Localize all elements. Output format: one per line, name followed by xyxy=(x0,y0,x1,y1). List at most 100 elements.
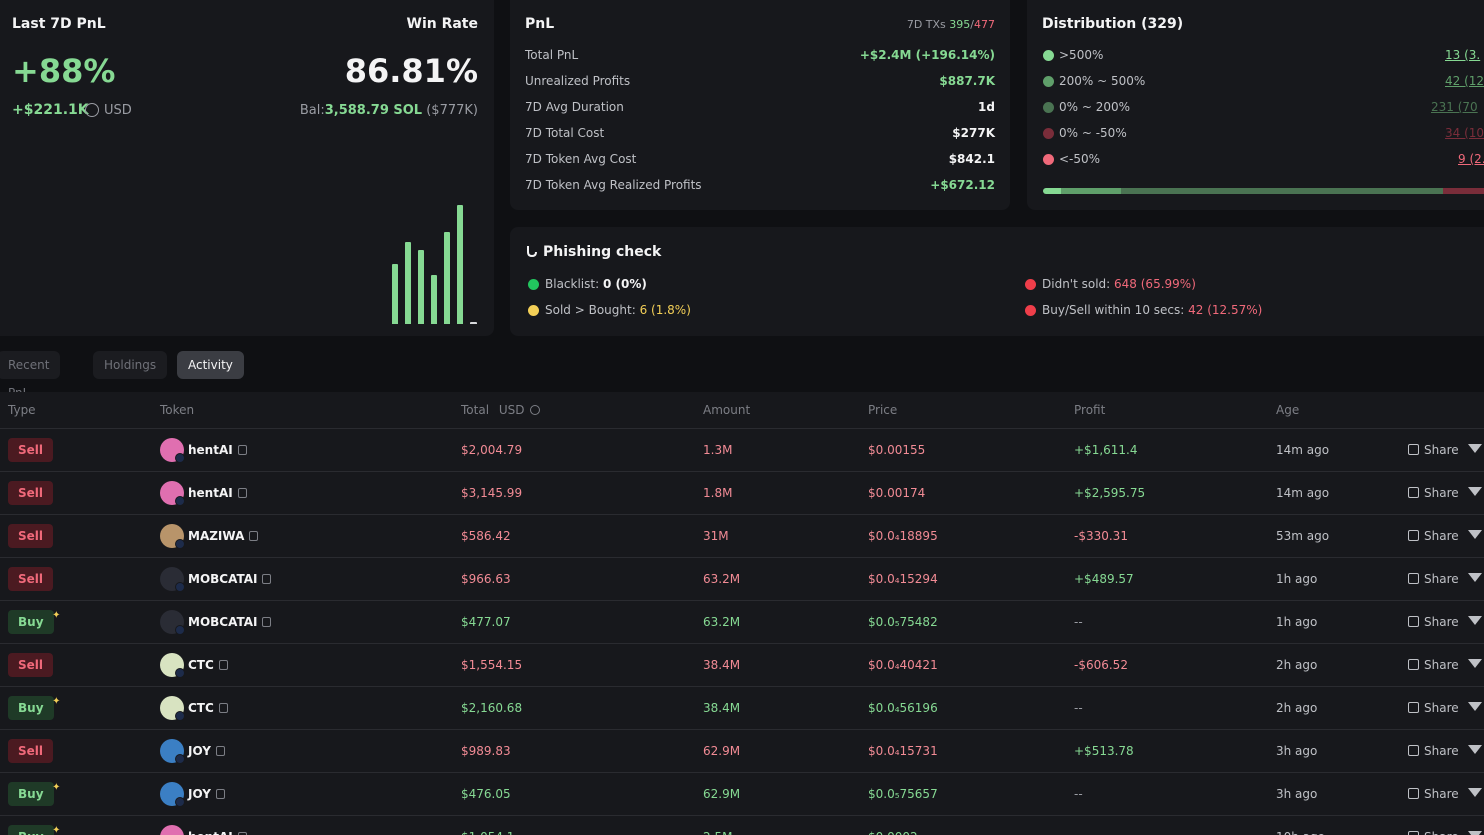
token-name-cell[interactable]: hentAI xyxy=(188,830,247,835)
copy-icon[interactable] xyxy=(218,660,228,670)
token-name[interactable]: MOBCATAI xyxy=(188,572,258,586)
token-avatar[interactable] xyxy=(160,825,184,835)
token-avatar[interactable] xyxy=(160,653,185,678)
table-row[interactable]: Sell CTC $1,554.15 38.4M $0.0₄40421 -$606.52 2… xyxy=(0,644,1484,687)
distribution-count[interactable]: 34 (10. xyxy=(1445,126,1484,140)
token-avatar[interactable] xyxy=(160,739,185,764)
token-name-cell[interactable]: hentAI xyxy=(188,443,247,457)
copy-icon[interactable] xyxy=(215,746,225,756)
token-name-cell[interactable]: JOY xyxy=(188,787,225,801)
table-row[interactable]: Sell JOY $989.83 62.9M $0.0₄15731 +$513.78 3h … xyxy=(0,730,1484,773)
table-row[interactable]: Buy ✦ MOBCATAI $477.07 63.2M $0.0₅75482 -- 1h a… xyxy=(0,601,1484,644)
token-avatar[interactable] xyxy=(160,481,185,506)
tab-activity[interactable]: Activity xyxy=(177,351,244,379)
sell-badge: Sell xyxy=(8,739,54,763)
currency-toggle-icon[interactable] xyxy=(85,103,99,117)
copy-icon[interactable] xyxy=(237,488,247,498)
share-button[interactable]: Share xyxy=(1408,701,1459,715)
token-avatar[interactable] xyxy=(160,696,185,721)
distribution-segment xyxy=(1043,188,1062,194)
filter-icon[interactable] xyxy=(1468,530,1482,539)
share-button[interactable]: Share xyxy=(1408,830,1459,835)
copy-icon[interactable] xyxy=(215,789,225,799)
external-link-icon xyxy=(1408,573,1419,584)
token-avatar[interactable] xyxy=(160,438,185,463)
token-name[interactable]: JOY xyxy=(188,787,211,801)
copy-icon[interactable] xyxy=(262,574,272,584)
copy-icon[interactable] xyxy=(237,445,247,455)
token-avatar[interactable] xyxy=(160,610,185,635)
token-name-cell[interactable]: MAZIWA xyxy=(188,529,259,543)
token-name[interactable]: JOY xyxy=(188,744,211,758)
token-name[interactable]: CTC xyxy=(188,701,214,715)
token-name-cell[interactable]: MOBCATAI xyxy=(188,572,272,586)
col-profit: Profit xyxy=(1074,403,1106,417)
token-name-cell[interactable]: JOY xyxy=(188,744,225,758)
table-row[interactable]: Sell hentAI $2,004.79 1.3M $0.00155 +$1,611.4… xyxy=(0,429,1484,472)
table-row[interactable]: Sell MAZIWA $586.42 31M $0.0₄18895 -$330.31 53… xyxy=(0,515,1484,558)
copy-icon[interactable] xyxy=(249,531,259,541)
filter-icon[interactable] xyxy=(1468,444,1482,453)
filter-icon[interactable] xyxy=(1468,487,1482,496)
token-avatar[interactable] xyxy=(160,782,185,807)
col-price: Price xyxy=(868,403,898,417)
external-link-icon xyxy=(1408,487,1419,498)
token-name[interactable]: CTC xyxy=(188,658,214,672)
share-button[interactable]: Share xyxy=(1408,658,1459,672)
col-total: Total USD xyxy=(461,403,541,417)
distribution-segment xyxy=(1121,188,1444,194)
col-usd-label[interactable]: USD xyxy=(498,403,525,417)
filter-icon[interactable] xyxy=(1468,788,1482,797)
filter-icon[interactable] xyxy=(1468,573,1482,582)
share-button[interactable]: Share xyxy=(1408,744,1459,758)
distribution-label: 0% ~ 200% xyxy=(1059,100,1131,114)
copy-icon[interactable] xyxy=(218,703,228,713)
share-button[interactable]: Share xyxy=(1408,787,1459,801)
type-label: Sell xyxy=(18,744,44,758)
token-name-cell[interactable]: MOBCATAI xyxy=(188,615,272,629)
share-button[interactable]: Share xyxy=(1408,615,1459,629)
distribution-count[interactable]: 9 (2. xyxy=(1458,152,1484,166)
token-name-cell[interactable]: CTC xyxy=(188,701,228,715)
table-row[interactable]: Sell MOBCATAI $966.63 63.2M $0.0₄15294 +$489.… xyxy=(0,558,1484,601)
token-name[interactable]: hentAI xyxy=(188,486,233,500)
copy-icon[interactable] xyxy=(262,617,272,627)
distribution-count[interactable]: 231 (70 xyxy=(1431,100,1478,114)
table-row[interactable]: Buy ✦ CTC $2,160.68 38.4M $0.0₄56196 -- 2h ago S… xyxy=(0,687,1484,730)
token-avatar[interactable] xyxy=(160,567,185,592)
token-name-cell[interactable]: hentAI xyxy=(188,486,247,500)
distribution-count[interactable]: 13 (3. xyxy=(1445,48,1481,62)
profit-cell: -- xyxy=(1074,787,1083,801)
buy-badge: Buy ✦ xyxy=(8,610,61,634)
share-button[interactable]: Share xyxy=(1408,486,1459,500)
share-label: Share xyxy=(1424,486,1459,500)
token-name[interactable]: hentAI xyxy=(188,443,233,457)
table-row[interactable]: Sell hentAI $3,145.99 1.8M $0.00174 +$2,595.7… xyxy=(0,472,1484,515)
tab-holdings[interactable]: Holdings xyxy=(93,351,168,379)
filter-icon[interactable] xyxy=(1468,659,1482,668)
filter-icon[interactable] xyxy=(1468,745,1482,754)
copy-icon[interactable] xyxy=(237,832,247,835)
filter-icon[interactable] xyxy=(1468,702,1482,711)
filter-icon[interactable] xyxy=(1468,616,1482,625)
token-name[interactable]: MAZIWA xyxy=(188,529,245,543)
share-label: Share xyxy=(1424,572,1459,586)
share-button[interactable]: Share xyxy=(1408,572,1459,586)
filter-icon[interactable] xyxy=(1468,831,1482,835)
chain-icon xyxy=(175,711,185,721)
table-row[interactable]: Buy ✦ JOY $476.05 62.9M $0.0₅75657 -- 3h ago Sha… xyxy=(0,773,1484,816)
token-name[interactable]: MOBCATAI xyxy=(188,615,258,629)
token-avatar[interactable] xyxy=(160,524,185,549)
token-name-cell[interactable]: CTC xyxy=(188,658,228,672)
tab-recent-pnl[interactable]: Recent PnL xyxy=(0,351,61,400)
currency-label[interactable]: USD xyxy=(104,103,132,118)
blacklist-row: Blacklist: 0 (0%) xyxy=(545,277,647,291)
share-button[interactable]: Share xyxy=(1408,443,1459,457)
buy-badge: Buy ✦ xyxy=(8,782,61,806)
currency-switch-icon[interactable] xyxy=(530,405,541,415)
share-button[interactable]: Share xyxy=(1408,529,1459,543)
token-name[interactable]: hentAI xyxy=(188,830,233,835)
amount-cell: 38.4M xyxy=(703,658,741,672)
distribution-count[interactable]: 42 (12 xyxy=(1445,74,1484,88)
table-row[interactable]: Buy ✦ hentAI $1,054.1 2.5M $0.0002 10h ago Shar… xyxy=(0,816,1484,835)
